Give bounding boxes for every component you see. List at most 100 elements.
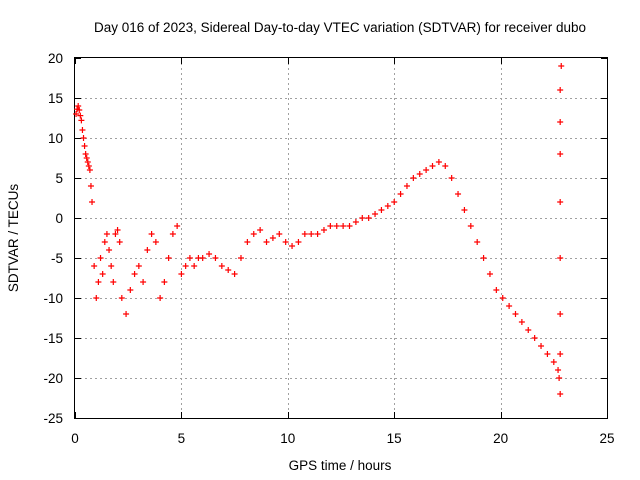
data-point bbox=[116, 239, 123, 245]
data-point bbox=[110, 279, 117, 285]
data-point bbox=[359, 215, 366, 221]
data-point bbox=[474, 239, 481, 245]
data-point bbox=[144, 247, 151, 253]
data-point bbox=[289, 243, 296, 249]
data-point bbox=[397, 191, 404, 197]
data-point bbox=[333, 223, 340, 229]
data-point bbox=[276, 231, 283, 237]
data-point bbox=[550, 359, 557, 365]
data-point bbox=[557, 87, 564, 93]
y-tick-label: -20 bbox=[43, 371, 63, 386]
data-point bbox=[429, 163, 436, 169]
data-point bbox=[250, 231, 257, 237]
data-point bbox=[327, 223, 334, 229]
tick-labels: 0 5 10 15 20 25 -25 -20 -15 -10 -5 0 5 10 15 20 bbox=[43, 51, 614, 446]
data-point bbox=[314, 231, 321, 237]
data-point bbox=[557, 391, 564, 397]
data-point bbox=[78, 117, 85, 124]
data-point bbox=[448, 175, 455, 181]
data-point bbox=[518, 319, 525, 325]
data-point bbox=[178, 271, 185, 277]
grid bbox=[75, 58, 607, 418]
y-tick-label: 10 bbox=[48, 131, 63, 146]
data-point bbox=[391, 199, 398, 205]
data-point bbox=[308, 231, 315, 237]
data-point bbox=[269, 235, 276, 241]
data-point bbox=[525, 327, 532, 333]
data-point bbox=[493, 287, 500, 293]
chart-title: Day 016 of 2023, Sidereal Day-to-day VTE… bbox=[94, 20, 586, 35]
data-point bbox=[191, 263, 198, 269]
data-point bbox=[135, 263, 142, 269]
x-tick-label: 5 bbox=[178, 431, 186, 446]
data-point bbox=[206, 251, 213, 257]
data-point bbox=[257, 227, 264, 233]
y-axis-label: SDTVAR / TECUs bbox=[6, 184, 21, 293]
data-point bbox=[186, 255, 193, 261]
data-point bbox=[435, 159, 442, 165]
data-point bbox=[108, 263, 115, 269]
data-point bbox=[499, 295, 506, 301]
data-points bbox=[73, 63, 565, 397]
data-point bbox=[244, 239, 251, 245]
data-point bbox=[346, 223, 353, 229]
data-point bbox=[467, 223, 474, 229]
data-point bbox=[85, 163, 92, 169]
y-tick-label: 5 bbox=[55, 171, 63, 186]
data-point bbox=[114, 227, 121, 233]
data-point bbox=[384, 203, 391, 209]
y-tick-label: 15 bbox=[48, 91, 63, 106]
data-point bbox=[320, 227, 327, 233]
data-point bbox=[82, 151, 89, 157]
data-point bbox=[174, 223, 181, 229]
data-point bbox=[512, 311, 519, 317]
data-point bbox=[557, 151, 564, 157]
data-point bbox=[199, 255, 206, 261]
data-point bbox=[112, 231, 119, 237]
plot-frame bbox=[74, 57, 608, 419]
data-point bbox=[557, 119, 564, 125]
data-point bbox=[106, 247, 113, 253]
data-point bbox=[169, 231, 176, 237]
data-point bbox=[101, 239, 108, 245]
data-point bbox=[91, 263, 98, 269]
data-point bbox=[231, 271, 238, 277]
data-point bbox=[225, 267, 232, 273]
data-point bbox=[148, 231, 155, 237]
data-point bbox=[73, 111, 80, 117]
data-point bbox=[557, 311, 564, 317]
data-point bbox=[75, 103, 82, 109]
data-point bbox=[83, 155, 90, 161]
data-point bbox=[118, 295, 125, 301]
data-point bbox=[99, 271, 106, 277]
data-point bbox=[127, 287, 134, 293]
data-point bbox=[544, 351, 551, 357]
data-point bbox=[263, 239, 270, 245]
data-point bbox=[212, 255, 219, 261]
data-point bbox=[93, 295, 100, 301]
data-point bbox=[558, 63, 565, 69]
data-point bbox=[95, 279, 102, 285]
data-point bbox=[557, 199, 564, 205]
data-point bbox=[480, 255, 487, 261]
data-point bbox=[80, 135, 87, 141]
data-point bbox=[237, 255, 244, 261]
data-point bbox=[182, 263, 189, 269]
data-point bbox=[165, 255, 172, 261]
data-point bbox=[403, 183, 410, 189]
data-point bbox=[352, 219, 359, 225]
data-point bbox=[295, 239, 302, 245]
x-tick-label: 10 bbox=[280, 431, 295, 446]
data-point bbox=[416, 171, 423, 177]
data-point bbox=[152, 239, 159, 245]
data-point bbox=[77, 112, 84, 119]
data-point bbox=[282, 239, 289, 245]
x-tick-label: 15 bbox=[387, 431, 402, 446]
data-point bbox=[372, 211, 379, 217]
data-point bbox=[557, 255, 564, 261]
y-tick-label: 20 bbox=[48, 51, 63, 66]
data-point bbox=[76, 107, 83, 113]
data-point bbox=[81, 143, 88, 149]
axis-ticks bbox=[75, 58, 608, 419]
data-point bbox=[157, 295, 164, 301]
